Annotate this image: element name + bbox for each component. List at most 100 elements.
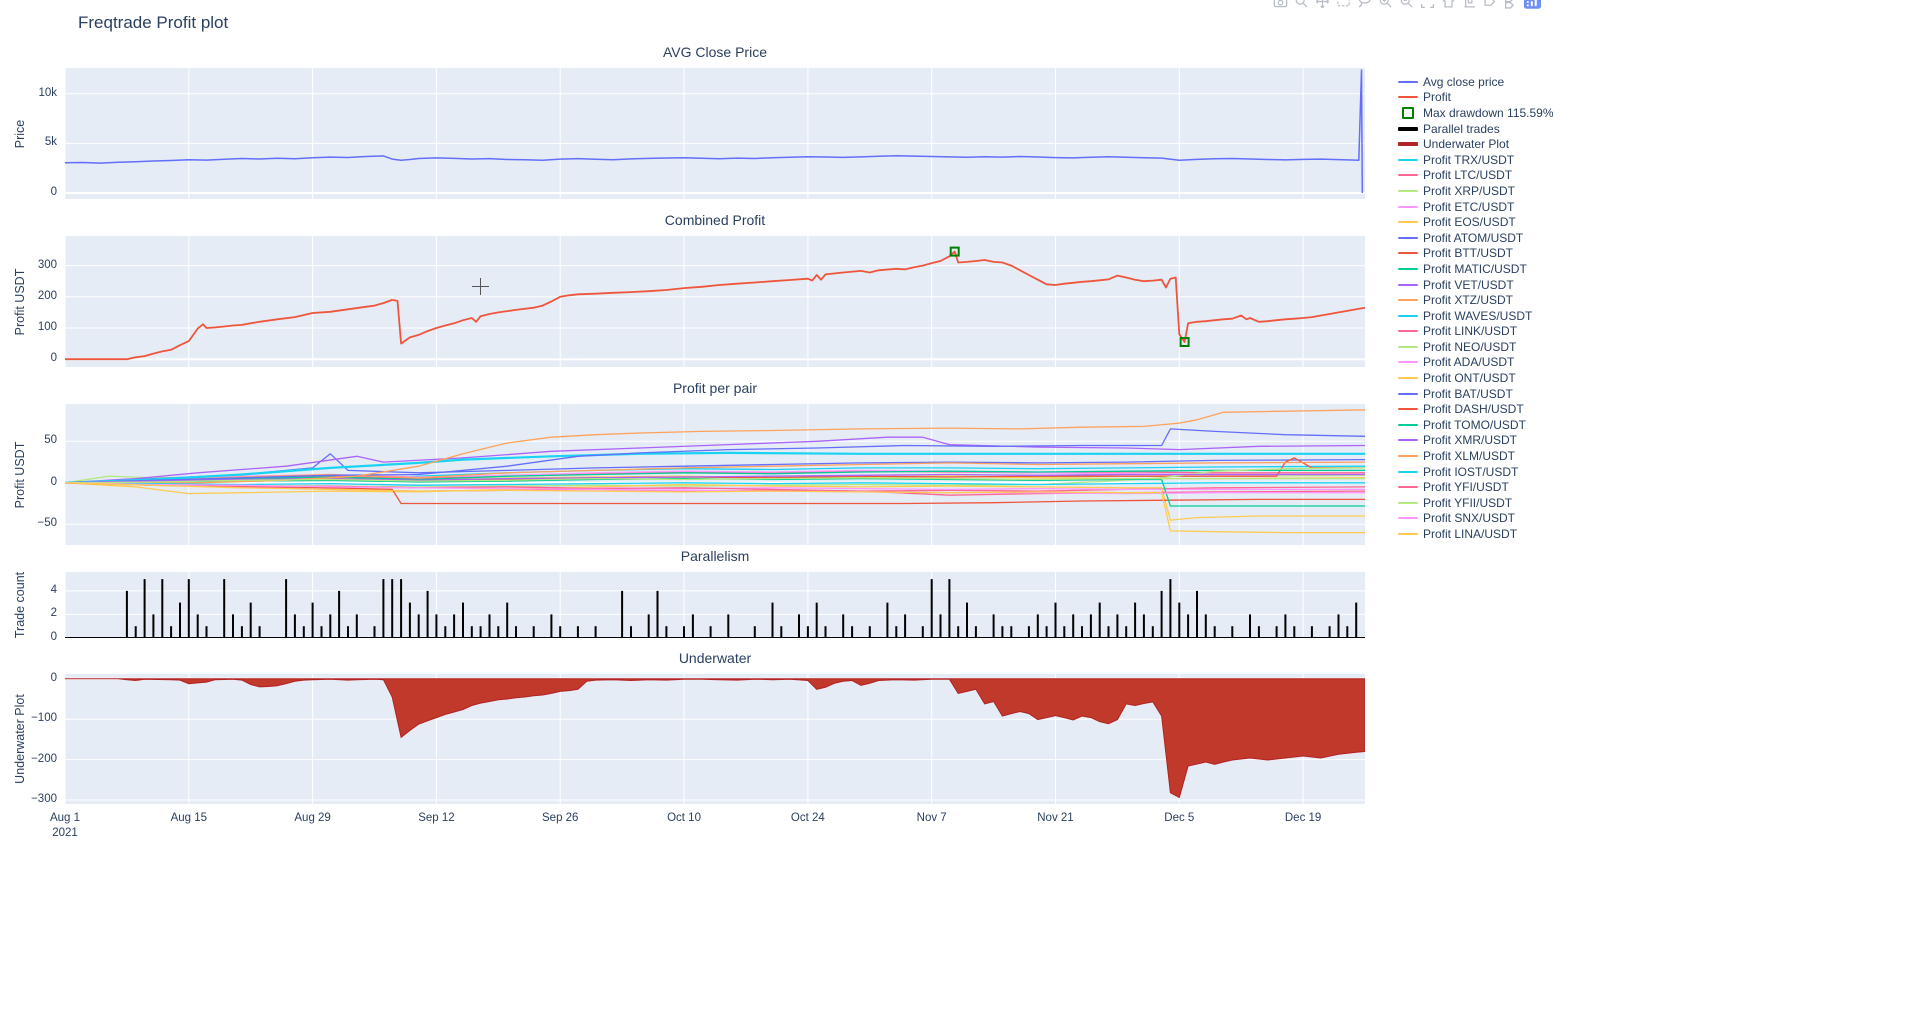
- legend-item-profit-atom-usdt[interactable]: Profit ATOM/USDT: [1398, 230, 1554, 246]
- legend-label: Profit MATIC/USDT: [1423, 261, 1527, 276]
- hover-closest-icon: [1484, 0, 1496, 6]
- legend-item-underwater-plot[interactable]: Underwater Plot: [1398, 136, 1554, 152]
- plotly-logo-icon: [1524, 0, 1541, 9]
- legend-item-profit-yfi-usdt[interactable]: Profit YFI/USDT: [1398, 479, 1554, 495]
- legend-item-profit-vet-usdt[interactable]: Profit VET/USDT: [1398, 277, 1554, 293]
- plot-profit-per-pair[interactable]: [65, 404, 1365, 545]
- legend-item-profit-ada-usdt[interactable]: Profit ADA/USDT: [1398, 355, 1554, 371]
- y-tick-label: −300: [31, 792, 57, 805]
- modebar-plotly-logo-button[interactable]: [1524, 0, 1541, 10]
- legend-item-profit-link-usdt[interactable]: Profit LINK/USDT: [1398, 324, 1554, 340]
- legend-item-profit-neo-usdt[interactable]: Profit NEO/USDT: [1398, 339, 1554, 355]
- y-tick-label: 5k: [44, 136, 57, 149]
- legend-item-profit-btt-usdt[interactable]: Profit BTT/USDT: [1398, 246, 1554, 262]
- legend-line-sample: [1398, 142, 1418, 147]
- plot-canvas-parallelism: [65, 572, 1365, 638]
- plot-parallelism[interactable]: [65, 572, 1365, 638]
- modebar-lasso-button[interactable]: [1356, 0, 1373, 10]
- plot-canvas-avg-close-price: [65, 68, 1365, 199]
- subplot-title-avg-close-price: AVG Close Price: [663, 44, 767, 60]
- legend-label: Profit TOMO/USDT: [1423, 417, 1526, 432]
- plot-canvas-profit-per-pair: [65, 404, 1365, 545]
- modebar-camera-button[interactable]: [1272, 0, 1289, 10]
- legend-label: Profit DASH/USDT: [1423, 402, 1524, 417]
- legend-item-profit-bat-usdt[interactable]: Profit BAT/USDT: [1398, 386, 1554, 402]
- series-profit-bat-usdt: [65, 428, 1365, 484]
- modebar-zoom-in-button[interactable]: [1377, 0, 1394, 10]
- legend-item-profit[interactable]: Profit: [1398, 90, 1554, 106]
- legend-line-sample: [1398, 314, 1418, 317]
- legend-item-profit-tomo-usdt[interactable]: Profit TOMO/USDT: [1398, 417, 1554, 433]
- legend-line-sample: [1398, 455, 1418, 458]
- plot-avg-close-price[interactable]: [65, 68, 1365, 199]
- legend-item-profit-snx-usdt[interactable]: Profit SNX/USDT: [1398, 511, 1554, 527]
- plot-canvas-combined-profit: [65, 236, 1365, 367]
- legend-label: Profit XRP/USDT: [1423, 183, 1516, 198]
- legend-item-profit-eos-usdt[interactable]: Profit EOS/USDT: [1398, 214, 1554, 230]
- modebar-zoom-out-button[interactable]: [1398, 0, 1415, 10]
- legend-line-sample: [1398, 361, 1418, 364]
- toggle-spikelines-icon: [1464, 0, 1476, 8]
- lasso-icon: [1358, 0, 1371, 8]
- modebar-zoom-button[interactable]: [1293, 0, 1310, 10]
- legend-item-profit-xtz-usdt[interactable]: Profit XTZ/USDT: [1398, 292, 1554, 308]
- legend-line-sample: [1398, 205, 1418, 208]
- modebar-box-select-button[interactable]: [1335, 0, 1352, 10]
- legend-line-sample: [1398, 439, 1418, 442]
- y-tick-label: 0: [50, 352, 57, 365]
- legend-item-profit-xmr-usdt[interactable]: Profit XMR/USDT: [1398, 433, 1554, 449]
- legend-item-profit-xlm-usdt[interactable]: Profit XLM/USDT: [1398, 448, 1554, 464]
- x-tick-label: Sep 26: [542, 812, 579, 824]
- y-tick-label: −100: [31, 712, 57, 725]
- hover-compare-icon: [1504, 0, 1515, 9]
- y-tick-label: 50: [44, 434, 57, 447]
- legend-line-sample: [1398, 80, 1418, 83]
- legend-item-profit-lina-usdt[interactable]: Profit LINA/USDT: [1398, 526, 1554, 542]
- modebar-reset-axes-button[interactable]: [1440, 0, 1457, 10]
- y-axis-title-text: Underwater Plot: [13, 694, 27, 784]
- legend-item-profit-ltc-usdt[interactable]: Profit LTC/USDT: [1398, 168, 1554, 184]
- y-tick-label: 4: [50, 583, 57, 596]
- legend-line-sample: [1398, 126, 1418, 131]
- legend-label: Profit ETC/USDT: [1423, 199, 1515, 214]
- legend-item-profit-xrp-usdt[interactable]: Profit XRP/USDT: [1398, 183, 1554, 199]
- legend-item-profit-matic-usdt[interactable]: Profit MATIC/USDT: [1398, 261, 1554, 277]
- legend-item-profit-waves-usdt[interactable]: Profit WAVES/USDT: [1398, 308, 1554, 324]
- plot-underwater[interactable]: [65, 674, 1365, 804]
- subplot-title-parallelism: Parallelism: [680, 548, 750, 564]
- zoom-in-icon: [1379, 0, 1392, 8]
- legend-item-profit-etc-usdt[interactable]: Profit ETC/USDT: [1398, 199, 1554, 215]
- legend-label: Profit LINK/USDT: [1423, 324, 1518, 339]
- legend-item-max-drawdown-115-59[interactable]: Max drawdown 115.59%: [1398, 105, 1554, 121]
- series-profit-ont-usdt: [65, 482, 1365, 521]
- legend-line-sample: [1398, 345, 1418, 348]
- legend-item-avg-close-price[interactable]: Avg close price: [1398, 74, 1554, 90]
- legend-item-profit-iost-usdt[interactable]: Profit IOST/USDT: [1398, 464, 1554, 480]
- legend-item-parallel-trades[interactable]: Parallel trades: [1398, 121, 1554, 137]
- legend-label: Profit LTC/USDT: [1423, 168, 1513, 183]
- legend-line-sample: [1398, 221, 1418, 224]
- legend-label: Profit XLM/USDT: [1423, 449, 1516, 464]
- legend-label: Profit SNX/USDT: [1423, 511, 1516, 526]
- reset-axes-icon: [1442, 0, 1455, 8]
- legend-label: Profit VET/USDT: [1423, 277, 1514, 292]
- modebar-hover-compare-button[interactable]: [1503, 0, 1520, 10]
- legend-label: Profit: [1423, 90, 1452, 105]
- legend-label: Profit XTZ/USDT: [1423, 293, 1514, 308]
- legend-item-profit-dash-usdt[interactable]: Profit DASH/USDT: [1398, 401, 1554, 417]
- plot-combined-profit[interactable]: [65, 236, 1365, 367]
- legend-item-profit-yfii-usdt[interactable]: Profit YFII/USDT: [1398, 495, 1554, 511]
- modebar-toggle-spikelines-button[interactable]: [1461, 0, 1478, 10]
- modebar-hover-closest-button[interactable]: [1482, 0, 1499, 10]
- legend-label: Profit XMR/USDT: [1423, 433, 1518, 448]
- subplot-title-underwater: Underwater: [678, 650, 752, 666]
- legend-label: Profit LINA/USDT: [1423, 527, 1518, 542]
- modebar-pan-button[interactable]: [1314, 0, 1331, 10]
- legend: Avg close price Profit Max drawdown 115.59…: [1398, 74, 1554, 542]
- legend-label: Underwater Plot: [1423, 137, 1510, 152]
- y-axis-title-text: Profit USDT: [13, 268, 27, 335]
- legend-item-profit-trx-usdt[interactable]: Profit TRX/USDT: [1398, 152, 1554, 168]
- legend-line-sample: [1398, 299, 1418, 302]
- legend-item-profit-ont-usdt[interactable]: Profit ONT/USDT: [1398, 370, 1554, 386]
- series-profit: [65, 250, 1365, 361]
